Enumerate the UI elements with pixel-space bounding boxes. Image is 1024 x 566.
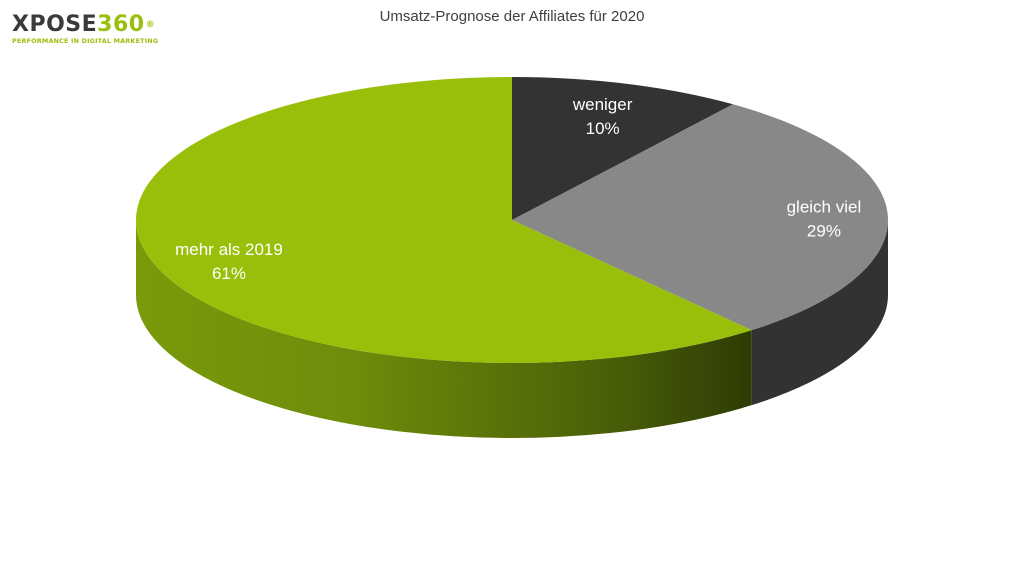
chart-title: Umsatz-Prognose der Affiliates für 2020: [379, 8, 645, 25]
slice-value-1: 29%: [807, 221, 841, 240]
pie-slice-0: [512, 77, 734, 220]
pie-side-1: [751, 220, 888, 406]
logo-text-dark: XPOSE: [12, 12, 98, 37]
pie-slice-2: [135, 76, 752, 363]
logo-text-green: 360: [97, 12, 145, 37]
pie-tops: [135, 76, 888, 363]
slice-label-1: gleich viel: [787, 197, 862, 216]
logo-registered-mark: ®: [145, 20, 156, 30]
slice-label-2: mehr als 2019: [175, 240, 283, 259]
brand-logo: XPOSE360® PERFORMANCE IN DIGITAL MARKETI…: [12, 14, 159, 46]
pie-labels: weniger 10% gleich viel 29% mehr als 2019 61%: [175, 95, 861, 283]
slice-value-0: 10%: [586, 119, 620, 138]
slice-label-0: weniger: [572, 95, 633, 114]
pie-sides: [135, 220, 888, 438]
pie-slice-1: [512, 104, 888, 331]
pie-side-2: [135, 220, 752, 438]
logo-tagline: PERFORMANCE IN DIGITAL MARKETING: [12, 37, 159, 45]
logo-wordmark: XPOSE360®: [12, 14, 158, 36]
slice-value-2: 61%: [212, 264, 246, 283]
